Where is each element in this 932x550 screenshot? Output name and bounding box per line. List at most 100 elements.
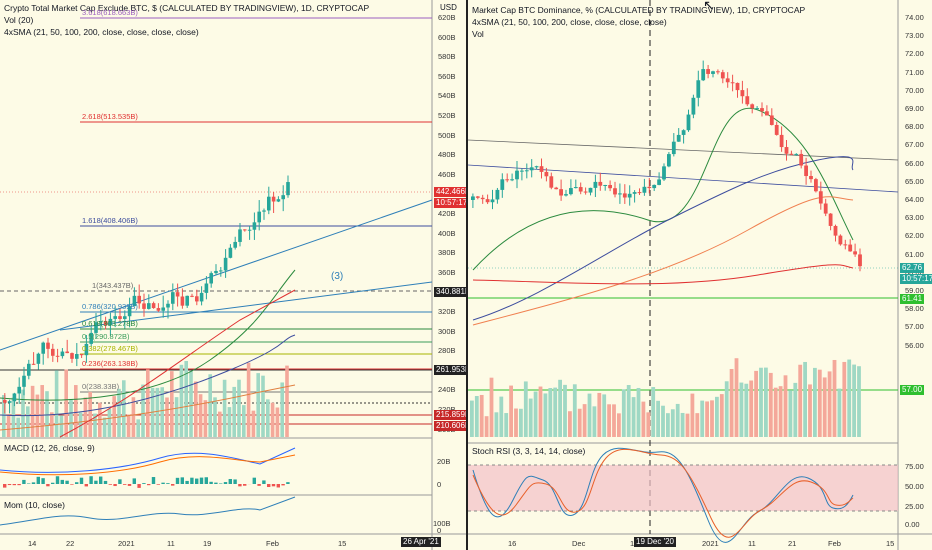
volume-bar <box>759 367 763 437</box>
volume-bar <box>847 359 852 437</box>
candle-body <box>180 296 185 306</box>
volume-bar <box>141 384 145 437</box>
volume-bar <box>528 398 533 437</box>
volume-bar <box>744 383 749 437</box>
mom-legend[interactable]: Mom (10, close) <box>4 500 65 510</box>
candle-body <box>657 179 661 185</box>
right-chart-canvas[interactable] <box>468 0 932 550</box>
price-tick: 66.00 <box>905 158 924 168</box>
macd-histogram-bar <box>70 484 74 485</box>
volume-bar <box>602 394 607 437</box>
right-vol-legend[interactable]: Vol <box>472 29 484 39</box>
macd-legend[interactable]: MACD (12, 26, close, 9) <box>4 443 95 453</box>
volume-bar <box>690 393 695 437</box>
macd-histogram-bar <box>79 477 84 484</box>
volume-bar <box>122 380 126 437</box>
volume-bar <box>857 366 861 437</box>
right-sma-legend[interactable]: 4xSMA (21, 50, 100, 200, close, close, c… <box>472 17 667 27</box>
candle-body <box>55 355 60 357</box>
volume-bar <box>251 410 256 437</box>
macd-histogram-bar <box>51 482 55 484</box>
stoch-legend[interactable]: Stoch RSI (3, 3, 14, 14, close) <box>472 446 586 456</box>
wave-label: (3) <box>331 271 344 282</box>
price-tick: 300B <box>438 326 456 336</box>
volume-bar <box>74 385 78 437</box>
fib-level-label: 3.618(618.663B) <box>82 8 138 17</box>
sma-line <box>472 264 854 285</box>
volume-bar <box>150 387 155 437</box>
sma-line <box>59 289 296 438</box>
macd-tick: 0 <box>437 480 442 489</box>
candle-body <box>286 182 290 196</box>
sma-line <box>0 269 296 401</box>
macd-histogram-bar <box>190 477 194 484</box>
macd-histogram-bar <box>267 484 271 488</box>
volume-bar <box>165 397 169 437</box>
volume-bar <box>489 377 494 437</box>
candle-body <box>123 316 127 319</box>
price-tick: 67.00 <box>905 140 924 150</box>
candle-body <box>745 96 750 105</box>
volume-bar <box>270 402 275 437</box>
volume-bar <box>768 372 773 437</box>
time-tick: Feb <box>828 539 841 548</box>
trend-line <box>59 281 433 331</box>
volume-bar <box>189 370 193 437</box>
fib-level-label: 0.382(278.467B) <box>82 344 138 353</box>
volume-bar <box>88 391 92 437</box>
macd-histogram-bar <box>286 482 290 484</box>
left-vol-legend[interactable]: Vol (20) <box>4 15 34 25</box>
sma-line <box>472 156 854 321</box>
macd-histogram-bar <box>166 483 170 484</box>
candle-body <box>252 222 257 230</box>
volume-bar <box>729 368 734 437</box>
macd-histogram-bar <box>276 484 280 488</box>
macd-histogram-bar <box>223 482 228 484</box>
candle-body <box>828 213 833 226</box>
candle-body <box>17 386 21 394</box>
candle-body <box>814 179 818 192</box>
price-tick: 57.00 <box>905 322 924 332</box>
left-chart-pane[interactable]: Crypto Total Market Cap Exclude BTC, $ (… <box>0 0 466 550</box>
left-sma-legend[interactable]: 4xSMA (21, 50, 100, 200, close, close, c… <box>4 27 199 37</box>
candle-body <box>103 320 108 326</box>
left-chart-canvas[interactable] <box>0 0 466 550</box>
volume-bar <box>764 367 768 437</box>
fib-level-label: 1(343.437B) <box>92 281 134 290</box>
pane-divider[interactable] <box>466 0 468 550</box>
right-chart-pane[interactable]: Market Cap BTC Dominance, % (CALCULATED … <box>468 0 932 550</box>
candle-body <box>480 197 485 200</box>
fib-level-label: 0.786(320.939B) <box>82 302 138 311</box>
candle-body <box>818 191 823 204</box>
price-label: 340.881B <box>434 287 466 297</box>
volume-bar <box>198 394 203 437</box>
candle-body <box>583 191 588 193</box>
candle-body <box>647 186 652 189</box>
stoch-k-line <box>472 447 854 543</box>
price-tick: 61.00 <box>905 249 924 259</box>
volume-bar <box>646 412 651 437</box>
time-tick: 15 <box>338 539 347 548</box>
macd-histogram-bar <box>204 477 208 484</box>
candle-body <box>7 401 12 403</box>
price-tick: 400B <box>438 228 456 238</box>
candle-body <box>166 303 170 308</box>
volume-bar <box>242 405 246 437</box>
candle-body <box>774 124 779 135</box>
volume-bar <box>852 364 856 437</box>
volume-bar <box>700 400 705 437</box>
stoch-tick: 25.00 <box>905 502 924 511</box>
price-tick: 480B <box>438 150 456 160</box>
macd-histogram-bar <box>94 480 98 484</box>
candle-body <box>598 181 603 186</box>
price-tick: 560B <box>438 71 456 81</box>
price-tick: 240B <box>438 385 456 395</box>
price-label: 61.41 <box>900 294 925 304</box>
volume-bar <box>227 407 232 437</box>
time-tick: 11 <box>748 539 756 548</box>
macd-histogram-bar <box>55 476 60 484</box>
candle-body <box>554 187 559 190</box>
macd-histogram-bar <box>89 476 93 484</box>
candle-body <box>765 111 769 116</box>
price-tick: 70.00 <box>905 85 924 95</box>
